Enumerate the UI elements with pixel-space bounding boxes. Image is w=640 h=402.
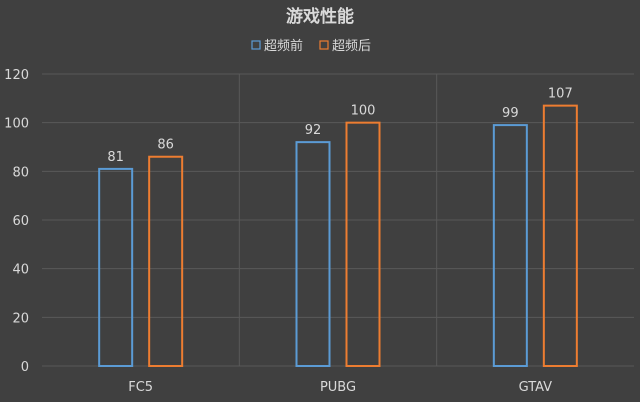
y-tick-label: 120 [4,68,29,83]
y-tick-label: 80 [12,165,29,180]
y-tick-label: 60 [12,214,29,229]
data-labels: 81 86 92 100 99 107 [107,87,572,165]
data-label: 81 [107,150,124,165]
bar [345,121,381,367]
data-label: 100 [351,104,376,119]
bar [542,104,578,367]
legend-swatch [319,40,329,50]
data-label: 107 [548,87,573,102]
y-axis: 0 20 40 60 80 100 120 [4,68,29,375]
y-tick-label: 20 [12,311,29,326]
bar [148,155,184,367]
bar [295,141,331,367]
data-label: 99 [502,106,519,121]
bar [492,124,528,367]
y-tick-label: 0 [21,360,29,375]
legend-swatch [251,40,261,50]
data-label: 86 [157,138,174,153]
bars [98,104,578,367]
data-label: 92 [305,123,322,138]
gridlines [42,73,634,367]
x-tick-label: FC5 [128,380,153,395]
y-tick-label: 40 [12,263,29,278]
x-tick-label: PUBG [320,380,356,395]
legend-label: 超频前 [264,38,303,54]
legend-label: 超频后 [332,39,371,54]
legend: 超频前 超频后 [251,38,371,54]
x-tick-label: GTAV [519,380,553,395]
x-axis: FC5 PUBG GTAV [128,380,552,395]
bar [98,167,134,367]
chart-title: 游戏性能 [286,6,354,27]
y-tick-label: 100 [4,117,29,132]
